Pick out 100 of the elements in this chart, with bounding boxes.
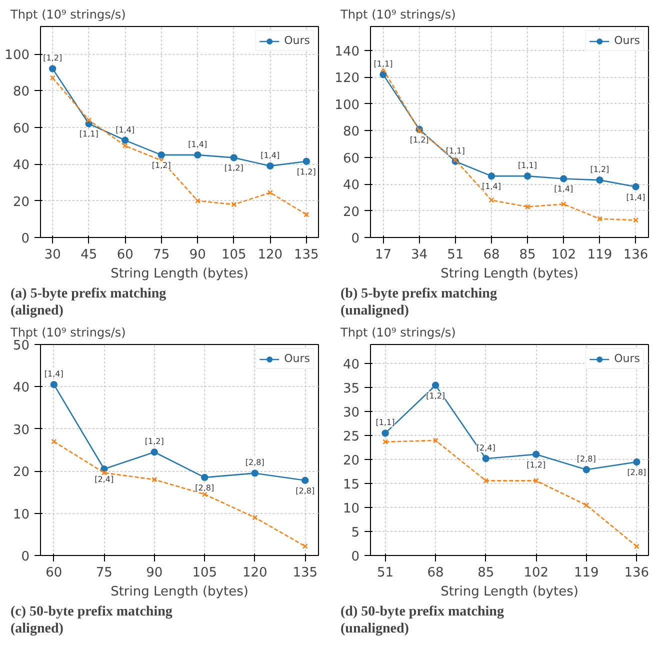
x-tick-label: 102 [524, 566, 549, 580]
x-tick-label: 85 [478, 566, 494, 580]
y-tick-label: 80 [12, 84, 30, 100]
y-tick-label: 50 [12, 338, 30, 354]
x-tick-label: 135 [294, 248, 319, 262]
legend-label: Ours [284, 34, 310, 47]
text: (c) 50-byte prefix matching (aligned) [10, 604, 172, 636]
annotation: [1,1] [376, 418, 395, 428]
y-tick-label: 30 [342, 406, 360, 421]
annotation: [1,2] [43, 54, 62, 63]
annotation: [1,2] [224, 164, 244, 173]
y-tick-label: 0 [21, 550, 30, 564]
x-tick-label: 120 [242, 566, 268, 580]
x-tick-label: 85 [519, 248, 536, 262]
y-axis-title: Thpt (10⁹ strings/s) [340, 8, 456, 22]
x-tick-label: 90 [146, 566, 163, 580]
annotation: [1,2] [296, 167, 316, 176]
annotation: [1,4] [626, 192, 646, 202]
y-tick-label: 40 [342, 358, 360, 373]
y-tick-label: 40 [342, 178, 360, 194]
y-tick-label: 10 [12, 507, 30, 522]
y-tick-label: 25 [342, 430, 360, 445]
x-tick-label: 75 [96, 566, 112, 580]
x-tick-label: 105 [192, 566, 218, 580]
y-tick-label: 60 [12, 121, 30, 136]
y-tick-label: 40 [12, 158, 30, 174]
annotation: [1,4] [260, 150, 280, 160]
x-tick-label: 51 [377, 566, 394, 580]
y-tick-label: 15 [342, 478, 360, 493]
x-tick-label: 51 [447, 248, 464, 262]
x-tick-label: 102 [551, 248, 576, 262]
y-axis-title: Thpt (10⁹ strings/s) [10, 8, 126, 22]
x-tick-label: 119 [587, 248, 612, 262]
y-tick-label: 5 [351, 526, 360, 541]
annotation: [1,4] [116, 125, 135, 134]
annotation: [2,8] [195, 483, 214, 492]
x-tick-label: 136 [624, 566, 650, 580]
y-tick-label: 35 [342, 382, 360, 397]
y-tick-label: 60 [342, 151, 360, 166]
y-tick-label: 20 [12, 465, 30, 480]
legend-label: Ours [614, 34, 640, 47]
y-tick-label: 0 [351, 232, 360, 246]
y-tick-label: 140 [334, 44, 360, 60]
y-tick-label: 20 [12, 194, 30, 210]
y-tick-label: 120 [334, 71, 360, 86]
annotation: [1,2] [144, 437, 164, 446]
x-axis-title: String Length (bytes) [110, 266, 248, 282]
y-tick-label: 40 [12, 380, 30, 396]
annotation: [1,4] [188, 140, 208, 149]
legend-label: Ours [614, 352, 640, 365]
y-tick-label: 100 [334, 98, 360, 113]
x-tick-label: 90 [189, 248, 206, 262]
x-axis-title: String Length (bytes) [440, 266, 578, 282]
x-tick-label: 34 [411, 248, 428, 262]
x-tick-label: 105 [221, 248, 246, 262]
y-tick-label: 0 [351, 550, 360, 564]
annotation: [2,4] [94, 474, 114, 484]
annotation: [1,2] [426, 391, 446, 400]
annotation: [2,4] [476, 444, 496, 453]
x-axis-title: String Length (bytes) [440, 584, 578, 600]
annotation: [1,1] [518, 161, 538, 170]
x-tick-label: 120 [258, 248, 283, 262]
y-tick-label: 20 [342, 454, 360, 469]
x-tick-label: 60 [116, 248, 134, 262]
x-tick-label: 30 [44, 248, 61, 262]
y-tick-label: 100 [4, 48, 30, 64]
y-tick-label: 80 [342, 124, 360, 140]
y-axis-title: Thpt (10⁹ strings/s) [10, 326, 126, 340]
annotation: [1,4] [44, 370, 64, 379]
annotation: [1,1] [446, 146, 465, 156]
annotation: [1,4] [554, 184, 574, 194]
annotation: [2,8] [576, 454, 596, 464]
y-tick-label: 0 [21, 232, 30, 246]
y-tick-label: 10 [342, 502, 360, 517]
x-tick-label: 119 [574, 566, 599, 580]
x-tick-label: 136 [623, 248, 648, 262]
y-axis-title: Thpt (10⁹ strings/s) [340, 326, 456, 340]
annotation: [1,2] [526, 460, 546, 470]
annotation: [1,2] [410, 135, 429, 144]
x-axis-title: String Length (bytes) [110, 584, 248, 600]
text: (d) 50-byte prefix matching (unaligned) [340, 604, 504, 636]
annotation: [2,8] [245, 458, 264, 468]
annotation: [1,1] [374, 60, 393, 69]
annotation: [1,2] [590, 165, 610, 174]
x-tick-label: 68 [483, 248, 500, 262]
text: (a) 5-byte prefix matching (aligned) [10, 286, 166, 318]
annotation: [1,4] [482, 182, 501, 192]
y-tick-label: 30 [12, 422, 30, 438]
x-tick-label: 17 [374, 248, 392, 262]
legend-label: Ours [284, 352, 310, 365]
text: (b) 5-byte prefix matching (unaligned) [340, 286, 497, 318]
x-tick-label: 135 [292, 566, 318, 580]
x-tick-label: 45 [80, 248, 98, 262]
annotation: [2,8] [296, 486, 315, 496]
annotation: [1,2] [152, 160, 171, 170]
x-tick-label: 60 [46, 566, 62, 580]
annotation: [2,8] [627, 468, 646, 477]
y-tick-label: 20 [342, 204, 360, 220]
x-tick-label: 75 [153, 248, 170, 262]
annotation: [1,1] [79, 130, 98, 139]
